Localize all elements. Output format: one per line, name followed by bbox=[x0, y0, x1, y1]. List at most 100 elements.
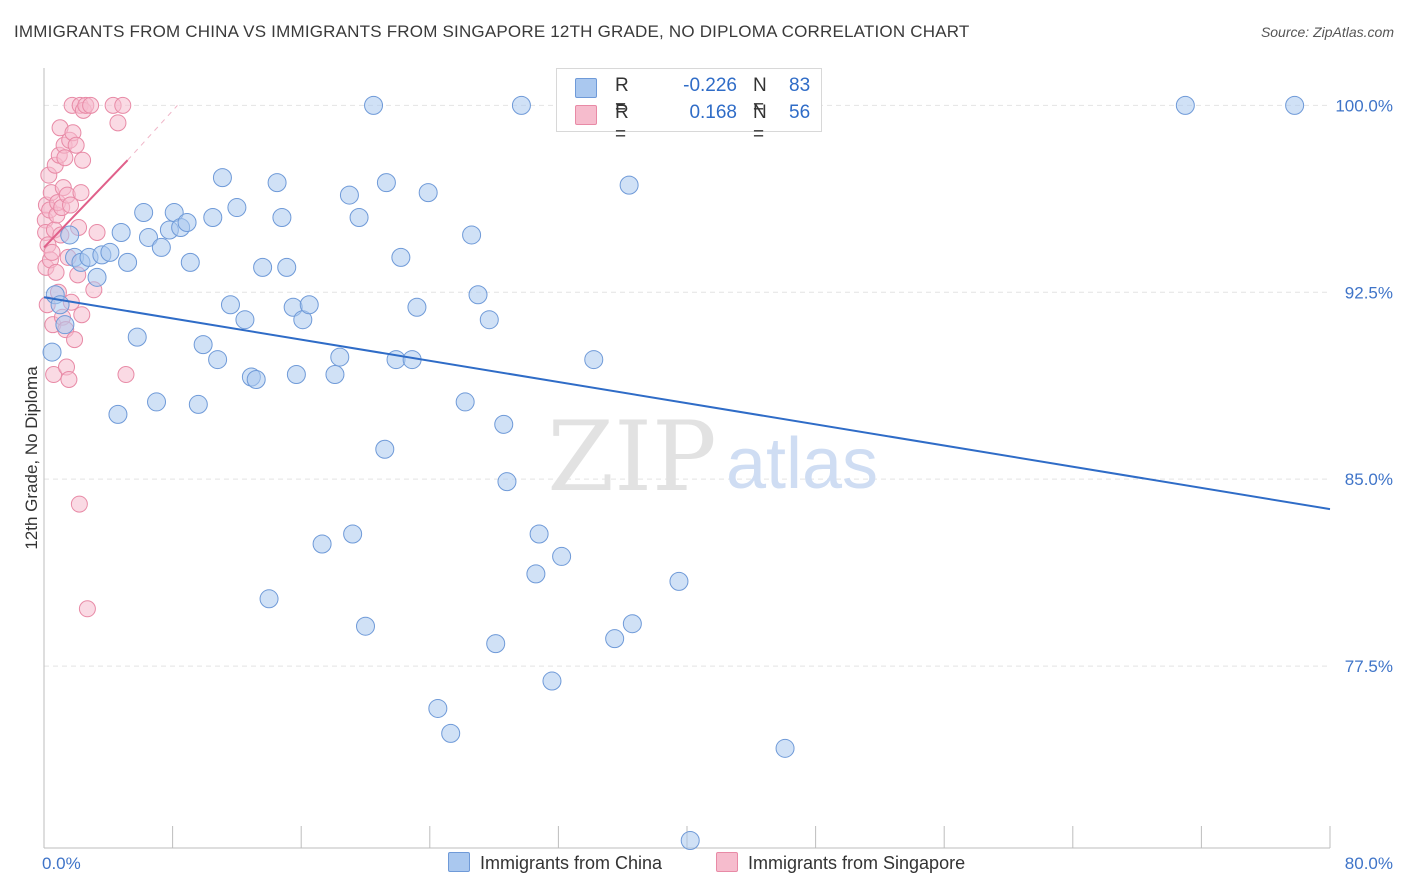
china-point bbox=[479, 310, 499, 330]
china-point bbox=[100, 242, 120, 262]
singapore-trend-extension bbox=[127, 105, 178, 161]
singapore-point bbox=[43, 243, 61, 261]
china-r-value: -0.226 bbox=[683, 75, 737, 96]
singapore-legend-swatch bbox=[716, 852, 738, 872]
china-point bbox=[552, 546, 572, 566]
china-point bbox=[680, 831, 700, 851]
china-point bbox=[391, 247, 411, 267]
china-point bbox=[253, 257, 273, 277]
china-point bbox=[775, 738, 795, 758]
china-point bbox=[259, 589, 279, 609]
y-tick-label: 92.5% bbox=[1345, 283, 1393, 302]
china-n-value: 83 bbox=[789, 75, 811, 96]
china-point bbox=[203, 208, 223, 228]
watermark: ZIP atlas bbox=[547, 401, 878, 513]
watermark-zip: ZIP bbox=[547, 401, 716, 513]
singapore-point bbox=[70, 495, 88, 513]
china-point bbox=[584, 350, 604, 370]
china-point bbox=[193, 335, 213, 355]
china-point bbox=[177, 213, 197, 233]
china-n-label: N = bbox=[753, 75, 767, 118]
china-point bbox=[605, 629, 625, 649]
china-point bbox=[376, 173, 396, 193]
singapore-point bbox=[78, 600, 96, 618]
china-point bbox=[299, 295, 319, 315]
singapore-point bbox=[47, 263, 65, 281]
china-point bbox=[138, 227, 158, 247]
china-point bbox=[227, 198, 247, 218]
china-point bbox=[364, 95, 384, 115]
china-point bbox=[375, 439, 395, 459]
singapore-point bbox=[66, 331, 84, 349]
singapore-point bbox=[56, 149, 74, 167]
china-point bbox=[428, 698, 448, 718]
source-label: Source: ZipAtlas.com bbox=[1260, 24, 1394, 40]
china-point bbox=[42, 342, 62, 362]
china-swatch bbox=[575, 78, 597, 98]
correlation-legend: R = -0.226 N = 83 R = 0.168 N = 56 bbox=[556, 68, 822, 145]
china-point bbox=[325, 365, 345, 385]
china-point bbox=[486, 634, 506, 654]
china-point bbox=[1285, 95, 1305, 115]
china-point bbox=[180, 252, 200, 272]
china-point bbox=[407, 297, 427, 317]
china-point bbox=[220, 295, 240, 315]
singapore-point bbox=[114, 96, 132, 114]
singapore-point bbox=[73, 306, 91, 324]
singapore-swatch bbox=[575, 105, 597, 125]
singapore-r-value: 0.168 bbox=[689, 102, 737, 123]
china-point bbox=[212, 168, 232, 188]
china-point bbox=[277, 257, 297, 277]
singapore-point bbox=[60, 371, 78, 389]
singapore-n-label: N = bbox=[753, 102, 767, 145]
singapore-n-value: 56 bbox=[789, 102, 811, 123]
china-point bbox=[622, 614, 642, 634]
singapore-point bbox=[88, 223, 106, 241]
china-point bbox=[529, 524, 549, 544]
singapore-point bbox=[117, 366, 135, 384]
china-legend-swatch bbox=[448, 852, 470, 872]
singapore-legend-label: Immigrants from Singapore bbox=[748, 853, 966, 873]
y-axis-label: 12th Grade, No Diploma bbox=[22, 366, 41, 550]
y-tick-label: 100.0% bbox=[1335, 96, 1393, 115]
singapore-point bbox=[109, 114, 127, 132]
china-point bbox=[267, 173, 287, 193]
china-point bbox=[246, 370, 266, 390]
china-point bbox=[349, 208, 369, 228]
china-point bbox=[312, 534, 332, 554]
china-point bbox=[87, 267, 107, 287]
china-point bbox=[542, 671, 562, 691]
china-point bbox=[418, 183, 438, 203]
china-point bbox=[468, 285, 488, 305]
china-trend-line bbox=[43, 296, 1331, 511]
china-point bbox=[118, 252, 138, 272]
y-tick-label: 85.0% bbox=[1345, 470, 1393, 489]
bottom-legend-china: Immigrants from China bbox=[448, 852, 662, 874]
china-point bbox=[235, 310, 255, 330]
china-point bbox=[55, 315, 75, 335]
china-point bbox=[497, 472, 517, 492]
china-point bbox=[147, 392, 167, 412]
axis-labels: 77.5% 85.0% 92.5% 100.0% 0.0% 80.0% 12th Grade… bbox=[22, 96, 1393, 873]
china-point bbox=[339, 185, 359, 205]
china-point bbox=[511, 95, 531, 115]
watermark-atlas: atlas bbox=[726, 424, 878, 504]
singapore-point bbox=[45, 366, 63, 384]
china-points bbox=[42, 95, 1305, 851]
china-point bbox=[108, 404, 128, 424]
china-point bbox=[60, 225, 80, 245]
singapore-point bbox=[72, 184, 90, 202]
singapore-point bbox=[62, 196, 80, 214]
singapore-point bbox=[67, 136, 85, 154]
china-point bbox=[343, 524, 363, 544]
bottom-legend-singapore: Immigrants from Singapore bbox=[716, 852, 965, 874]
china-point bbox=[669, 571, 689, 591]
china-point bbox=[151, 237, 171, 257]
china-point bbox=[494, 414, 514, 434]
china-legend-label: Immigrants from China bbox=[480, 853, 663, 873]
y-tick-label: 77.5% bbox=[1345, 657, 1393, 676]
china-point bbox=[619, 175, 639, 195]
china-point bbox=[134, 203, 154, 223]
china-point bbox=[526, 564, 546, 584]
china-point bbox=[330, 347, 350, 367]
